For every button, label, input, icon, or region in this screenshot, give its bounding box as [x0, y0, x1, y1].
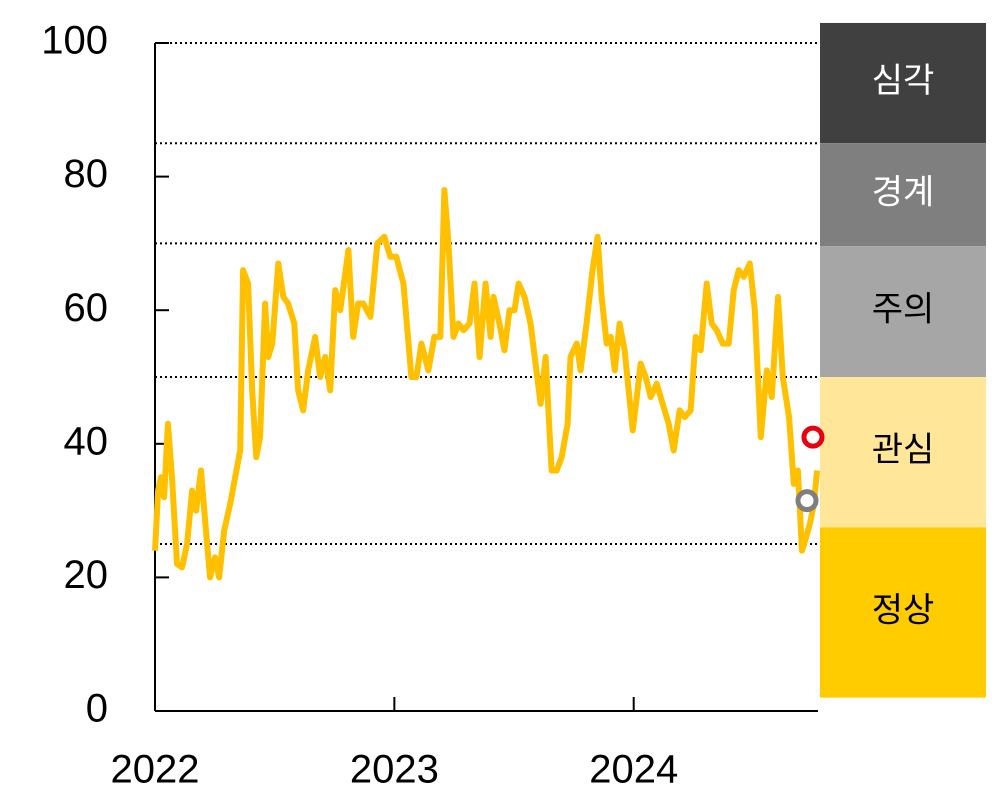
- band-label: 관심: [872, 431, 935, 469]
- x-tick-label: 2023: [350, 748, 439, 792]
- y-tick-label: 0: [86, 687, 108, 731]
- point-marker: [795, 489, 819, 513]
- risk-band: [820, 143, 986, 247]
- y-tick-label: 20: [64, 553, 109, 597]
- y-tick-label: 40: [64, 419, 109, 463]
- x-tick-label: 2024: [589, 748, 678, 792]
- risk-band: [820, 527, 986, 698]
- band-label: 심각: [872, 62, 935, 100]
- data-line: [152, 186, 821, 581]
- x-tick-label: 2022: [111, 748, 200, 792]
- risk-band: [820, 246, 986, 377]
- band-label: 정상: [872, 591, 935, 629]
- band-label: 주의: [872, 291, 935, 329]
- y-tick-label: 60: [64, 286, 109, 330]
- y-tick-label: 80: [64, 152, 109, 196]
- band-label: 경계: [872, 174, 935, 212]
- risk-band: [820, 377, 986, 528]
- y-tick-label: 100: [41, 19, 108, 63]
- risk-band: [820, 22, 986, 144]
- point-marker: [801, 425, 825, 449]
